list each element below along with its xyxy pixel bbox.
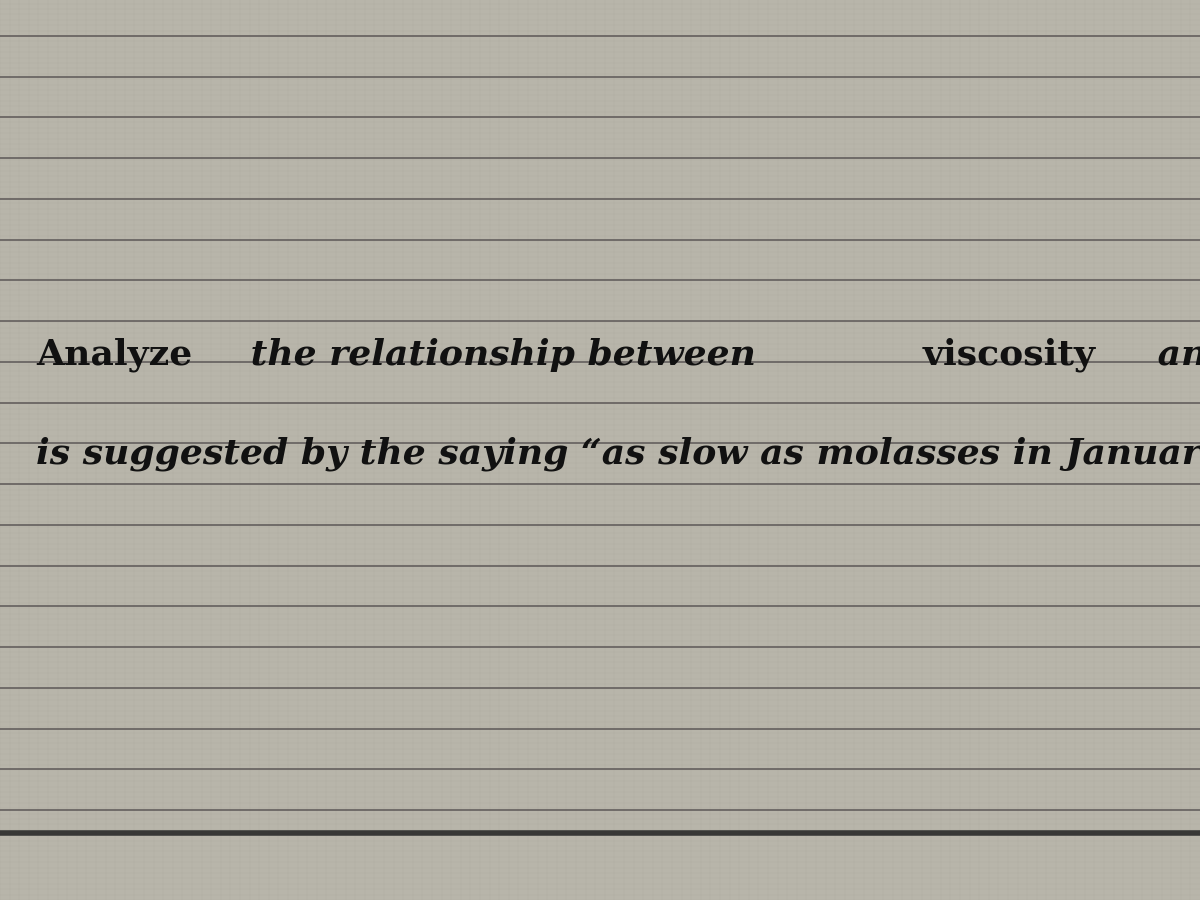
Text: Analyze: Analyze (36, 338, 192, 372)
Text: the relationship between: the relationship between (238, 338, 768, 372)
Text: is suggested by the saying “as slow as molasses in January”.: is suggested by the saying “as slow as m… (36, 436, 1200, 471)
Text: and: and (1145, 338, 1200, 372)
Text: viscosity: viscosity (922, 338, 1096, 372)
